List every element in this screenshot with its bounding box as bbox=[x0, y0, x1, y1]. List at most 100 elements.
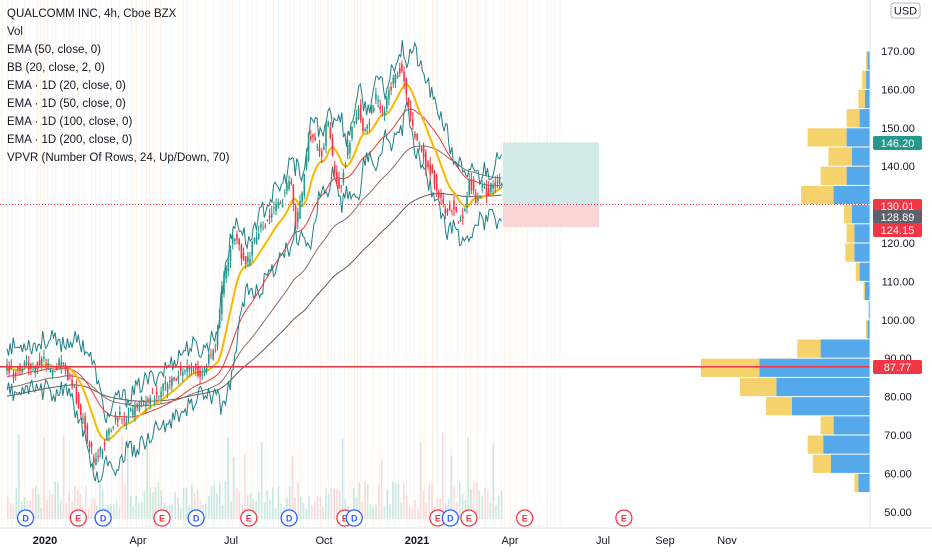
candle-body bbox=[25, 362, 28, 366]
ema-1d-200-line bbox=[6, 193, 502, 402]
event-label: D bbox=[351, 514, 358, 524]
time-tick-label: Jul bbox=[596, 535, 610, 547]
candle-body bbox=[379, 106, 381, 109]
volume-bar bbox=[308, 496, 310, 519]
volume-bar bbox=[266, 490, 269, 519]
candle-body bbox=[409, 107, 412, 116]
legend-ema-1d-50[interactable]: EMA · 1D (50, close, 0) bbox=[7, 98, 126, 110]
earnings-icon: E bbox=[615, 509, 633, 527]
volume-bar bbox=[85, 486, 87, 519]
event-label: D bbox=[286, 514, 293, 524]
volume-bar bbox=[484, 488, 486, 519]
candle-body bbox=[305, 155, 308, 168]
stop-zone bbox=[503, 204, 600, 228]
time-axis[interactable]: 2020 Apr Jul Oct 2021 Apr Jul Sep Nov bbox=[33, 535, 738, 547]
candle-body bbox=[244, 256, 247, 265]
candle-body bbox=[62, 362, 65, 365]
vp-row-up bbox=[759, 358, 870, 377]
position-tool[interactable] bbox=[0, 142, 870, 228]
volume-bar bbox=[486, 490, 489, 519]
volume-bar bbox=[140, 501, 143, 519]
volume-bar bbox=[9, 503, 12, 519]
candle-body bbox=[364, 128, 366, 131]
volume-bar bbox=[277, 486, 280, 519]
candle-body bbox=[58, 359, 60, 367]
legend-vpvr[interactable]: VPVR (Number Of Rows, 24, Up/Down, 70) bbox=[7, 152, 230, 164]
candle-body bbox=[38, 360, 41, 366]
candle-body bbox=[108, 429, 110, 435]
candle-body bbox=[329, 127, 332, 138]
candle-body bbox=[412, 119, 414, 126]
bb-upper-line bbox=[6, 40, 502, 423]
volume-bar bbox=[364, 482, 366, 519]
volume-bar bbox=[221, 504, 224, 519]
volume-bar bbox=[146, 442, 149, 519]
candle-body bbox=[487, 187, 490, 196]
price-tick-label: 150.00 bbox=[881, 123, 915, 135]
candle-body bbox=[73, 386, 76, 388]
candle-body bbox=[210, 355, 212, 356]
candle-body bbox=[366, 125, 368, 129]
chart-legend[interactable]: QUALCOMM INC, 4h, Cboe BZX Vol EMA (50, … bbox=[7, 8, 230, 164]
volume-bar bbox=[157, 482, 160, 519]
volume-bar bbox=[168, 504, 171, 519]
candle-body bbox=[71, 379, 73, 387]
candle-body bbox=[238, 239, 240, 245]
candle-body bbox=[359, 104, 362, 121]
price-axis-background bbox=[870, 0, 932, 550]
candle-body bbox=[479, 197, 481, 199]
volume-bar bbox=[325, 487, 327, 519]
time-tick-label: Apr bbox=[129, 535, 146, 547]
candle-body bbox=[284, 192, 286, 193]
currency-badge[interactable]: USD bbox=[890, 2, 921, 19]
volume-bar bbox=[369, 503, 372, 519]
vp-row-down bbox=[866, 320, 868, 339]
legend-ema-1d-100[interactable]: EMA · 1D (100, close, 0) bbox=[7, 116, 132, 128]
event-label: D bbox=[100, 514, 107, 524]
chart-title[interactable]: QUALCOMM INC, 4h, Cboe BZX bbox=[7, 8, 177, 20]
vp-row-up bbox=[864, 281, 870, 301]
legend-vol[interactable]: Vol bbox=[7, 26, 23, 38]
candle-body bbox=[216, 331, 219, 347]
volume-bar bbox=[383, 506, 386, 519]
volume-bar bbox=[311, 506, 313, 519]
price-tag-label: 128.89 bbox=[881, 212, 915, 224]
volume-bar bbox=[219, 483, 221, 519]
candle-body bbox=[218, 308, 221, 329]
candle-body bbox=[101, 450, 104, 455]
legend-bb[interactable]: BB (20, close, 2, 0) bbox=[7, 62, 105, 74]
vp-row-down bbox=[846, 109, 860, 128]
legend-ema-1d-200[interactable]: EMA · 1D (200, close, 0) bbox=[7, 134, 132, 146]
candle-body bbox=[336, 171, 338, 183]
volume-bar bbox=[57, 482, 59, 519]
volume-bar bbox=[174, 492, 176, 519]
vp-row-up bbox=[851, 205, 870, 224]
volume-bar bbox=[246, 494, 249, 519]
volume-bar bbox=[500, 490, 503, 519]
legend-ema-1d-20[interactable]: EMA · 1D (20, close, 0) bbox=[7, 80, 126, 92]
candle-body bbox=[446, 209, 449, 214]
legend-ema-50[interactable]: EMA (50, close, 0) bbox=[7, 44, 101, 56]
price-tag bbox=[873, 210, 922, 224]
candle-body bbox=[192, 369, 195, 372]
candle-body bbox=[186, 366, 188, 372]
candle-body bbox=[386, 98, 388, 110]
indicator-lines bbox=[6, 40, 502, 484]
volume-bar bbox=[417, 508, 419, 519]
volume-bar bbox=[386, 489, 388, 519]
candle-body bbox=[472, 181, 475, 191]
candle-body bbox=[225, 267, 227, 279]
volume-bar bbox=[202, 505, 204, 519]
candle-body bbox=[270, 213, 273, 217]
candle-body bbox=[36, 362, 39, 370]
candle-body bbox=[420, 147, 423, 151]
candle-body bbox=[240, 244, 243, 259]
volume-bar bbox=[258, 491, 260, 519]
price-tag bbox=[873, 223, 922, 237]
candle-body bbox=[442, 199, 444, 204]
candle-body bbox=[23, 363, 26, 367]
